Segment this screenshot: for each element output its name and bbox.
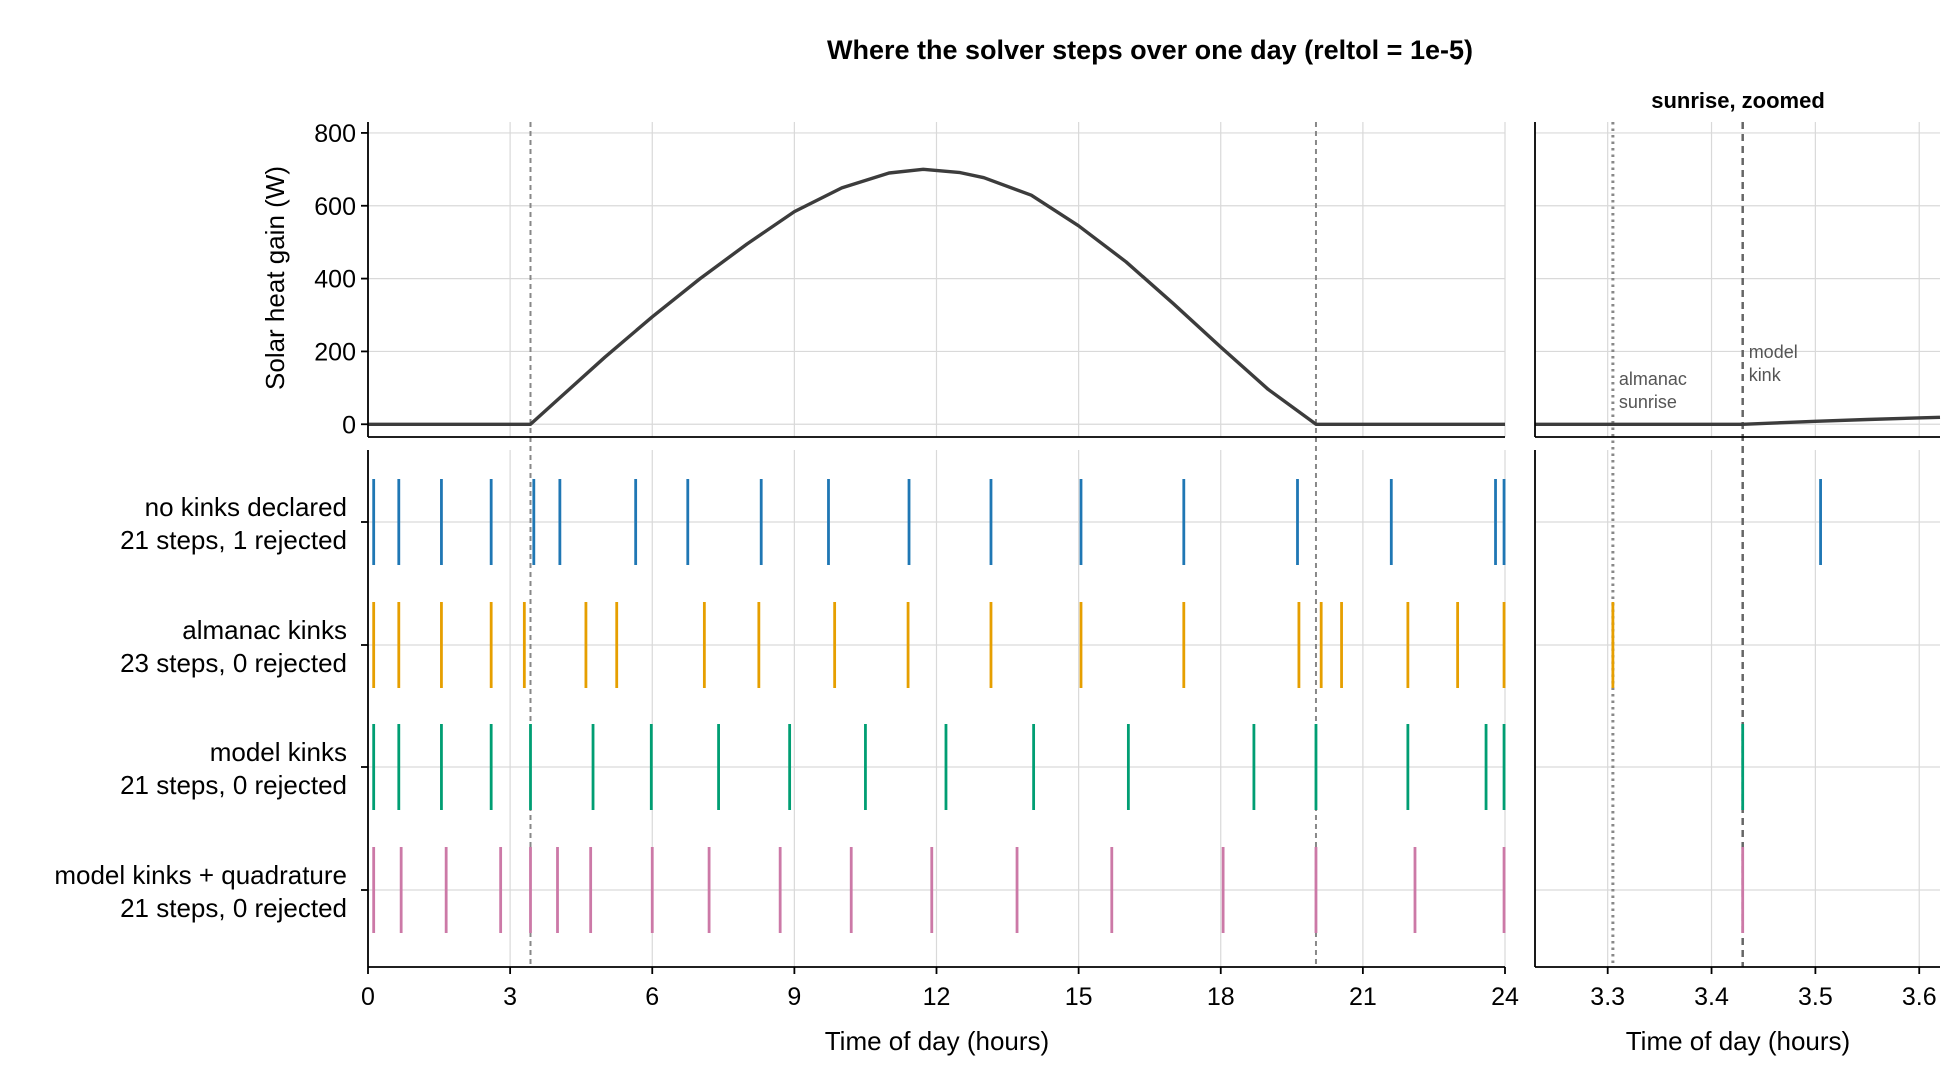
y-tick-label: 200 <box>314 338 356 366</box>
almanac-sunrise-annotation: almanac sunrise <box>1619 369 1687 412</box>
x-tick-label: 15 <box>1065 983 1093 1011</box>
x-tick-label: 3 <box>503 983 517 1011</box>
zoom-x-tick-label: 3.5 <box>1798 983 1833 1011</box>
x-tick-label: 18 <box>1207 983 1235 1011</box>
row-label-stats: 23 steps, 0 rejected <box>120 648 347 678</box>
zoom-x-tick-label: 3.4 <box>1694 983 1729 1011</box>
y-axis-label: Solar heat gain (W) <box>260 166 290 390</box>
marker-annotations: almanac sunrise model kink <box>1619 342 1798 412</box>
row-label-method: model kinks <box>210 737 347 767</box>
zoom-x-tick-label: 3.6 <box>1902 983 1937 1011</box>
heat-gain-curves <box>368 167 1941 426</box>
x-axis-label-zoom: Time of day (hours) <box>1626 1026 1850 1056</box>
axis-spines <box>361 122 1940 974</box>
zoom-panel-title: sunrise, zoomed <box>1651 88 1825 113</box>
x-tick-label: 0 <box>361 983 375 1011</box>
x-tick-label: 24 <box>1491 983 1519 1011</box>
row-label-stats: 21 steps, 0 rejected <box>120 770 347 800</box>
y-tick-label: 600 <box>314 193 356 221</box>
reference-lines <box>529 122 1744 967</box>
row-label-method: no kinks declared <box>145 492 347 522</box>
x-axis-label-main: Time of day (hours) <box>825 1026 1049 1056</box>
solver-step-ticks <box>372 479 1822 933</box>
y-tick-label: 0 <box>342 411 356 439</box>
figure-title: Where the solver steps over one day (rel… <box>827 35 1473 65</box>
row-label-stats: 21 steps, 1 rejected <box>120 525 347 555</box>
solar-heat-gain-curve-zoomed <box>1535 415 1941 426</box>
row-label-stats: 21 steps, 0 rejected <box>120 893 347 923</box>
y-tick-label: 800 <box>314 120 356 148</box>
y-tick-label: 400 <box>314 266 356 294</box>
row-label-method: almanac kinks <box>182 615 347 645</box>
model-kink-annotation: model kink <box>1749 342 1798 385</box>
solar-heat-gain-curve <box>368 167 1505 426</box>
x-tick-label: 21 <box>1349 983 1377 1011</box>
zoom-x-tick-label: 3.3 <box>1590 983 1625 1011</box>
tick-labels: 0 200 400 600 800 0 3 6 9 12 15 18 21 24 3.3 3.4 3.5 3.6 <box>314 120 1936 1011</box>
row-label-method: model kinks + quadrature <box>54 860 347 890</box>
gridlines <box>367 122 1940 967</box>
x-tick-label: 12 <box>923 983 951 1011</box>
x-tick-label: 9 <box>787 983 801 1011</box>
x-tick-label: 6 <box>645 983 659 1011</box>
